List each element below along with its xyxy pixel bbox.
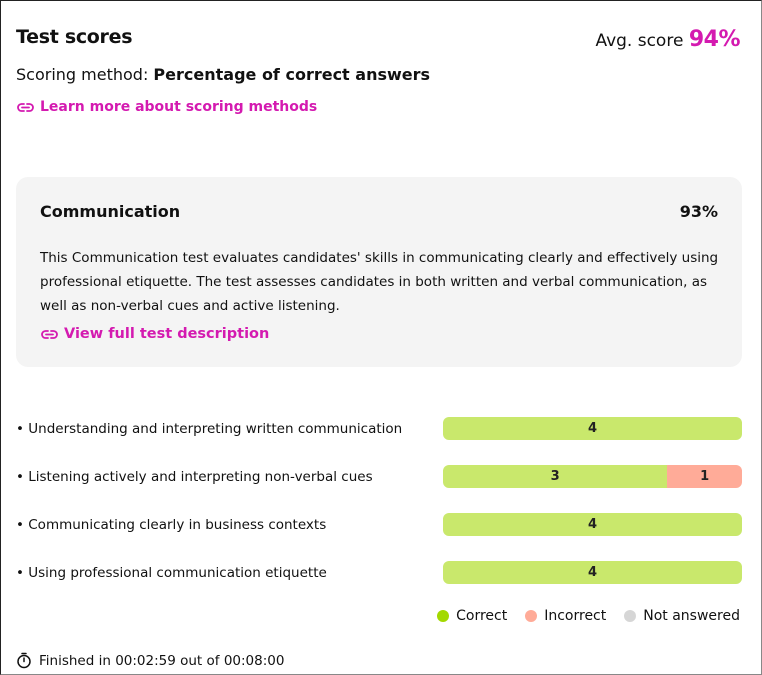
skill-bar: 4 (443, 561, 742, 584)
incorrect-dot-icon (525, 610, 538, 622)
link-icon (41, 329, 58, 339)
skill-label: • Listening actively and interpreting no… (16, 469, 373, 485)
skill-label: • Using professional communication etiqu… (16, 565, 327, 581)
test-name: Communication (40, 202, 181, 221)
skill-label: • Communicating clearly in business cont… (16, 517, 327, 533)
legend-incorrect: Incorrect (525, 608, 606, 624)
scoring-method: Scoring method: Percentage of correct an… (16, 65, 430, 84)
scoring-method-label: Scoring method: (16, 65, 149, 84)
skill-bar: 4 (443, 417, 742, 440)
learn-more-link[interactable]: Learn more about scoring methods (17, 99, 317, 115)
legend-not-answered-label: Not answered (643, 608, 740, 624)
correct-dot-icon (437, 610, 450, 622)
skill-bar: 4 (443, 513, 742, 536)
correct-segment: 4 (443, 561, 742, 584)
correct-segment: 4 (443, 513, 742, 536)
avg-score-label: Avg. score (595, 31, 684, 51)
test-card: Communication 93% This Communication tes… (16, 177, 742, 367)
test-description: This Communication test evaluates candid… (40, 250, 719, 314)
link-icon (17, 102, 34, 112)
incorrect-segment: 1 (667, 465, 742, 488)
legend-correct-label: Correct (456, 608, 508, 624)
correct-segment: 3 (443, 465, 668, 488)
finished-text: Finished in 00:02:59 out of 00:08:00 (39, 652, 285, 669)
skill-label: • Understanding and interpreting written… (16, 421, 403, 437)
scoring-method-value: Percentage of correct answers (153, 65, 431, 84)
legend-incorrect-label: Incorrect (544, 608, 607, 624)
avg-score-value: 94% (688, 27, 741, 52)
finished-time: Finished in 00:02:59 out of 00:08:00 (16, 652, 284, 669)
stopwatch-icon (17, 652, 31, 669)
page-title: Test scores (16, 26, 133, 48)
avg-score: Avg. score 94% (595, 27, 740, 52)
view-description-text: View full test description (64, 326, 270, 342)
correct-segment: 4 (443, 417, 742, 440)
view-description-link[interactable]: View full test description (41, 326, 269, 342)
not-answered-dot-icon (624, 610, 637, 622)
legend: Correct Incorrect Not answered (437, 608, 740, 624)
legend-correct: Correct (437, 608, 507, 624)
learn-more-text: Learn more about scoring methods (40, 99, 318, 115)
test-score: 93% (679, 202, 718, 221)
legend-not-answered: Not answered (624, 608, 740, 624)
